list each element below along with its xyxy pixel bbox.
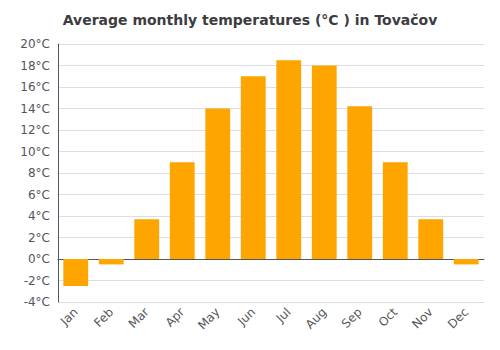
svg-text:Aug: Aug	[303, 305, 329, 331]
svg-text:Jun: Jun	[234, 305, 258, 329]
svg-text:8°C: 8°C	[28, 166, 50, 180]
svg-text:10°C: 10°C	[20, 145, 50, 159]
svg-text:-2°C: -2°C	[24, 274, 50, 288]
svg-text:May: May	[195, 305, 222, 332]
svg-text:2°C: 2°C	[28, 231, 50, 245]
svg-text:0°C: 0°C	[28, 252, 50, 266]
svg-text:20°C: 20°C	[20, 37, 50, 51]
svg-text:6°C: 6°C	[28, 188, 50, 202]
svg-text:Feb: Feb	[91, 305, 116, 330]
svg-text:Sep: Sep	[339, 305, 365, 331]
svg-text:Dec: Dec	[445, 305, 471, 331]
svg-text:Average monthly temperatures (: Average monthly temperatures (°C ) in To…	[63, 12, 438, 28]
svg-text:4°C: 4°C	[28, 209, 50, 223]
svg-text:Mar: Mar	[126, 305, 152, 331]
svg-text:Nov: Nov	[409, 305, 435, 331]
svg-text:Jan: Jan	[57, 305, 81, 329]
svg-text:14°C: 14°C	[20, 102, 50, 116]
svg-text:18°C: 18°C	[20, 59, 50, 73]
svg-text:Apr: Apr	[163, 305, 188, 330]
svg-text:Oct: Oct	[376, 305, 401, 330]
svg-text:16°C: 16°C	[20, 80, 50, 94]
svg-text:-4°C: -4°C	[24, 295, 50, 309]
svg-text:Jul: Jul	[273, 305, 294, 326]
svg-text:12°C: 12°C	[20, 123, 50, 137]
